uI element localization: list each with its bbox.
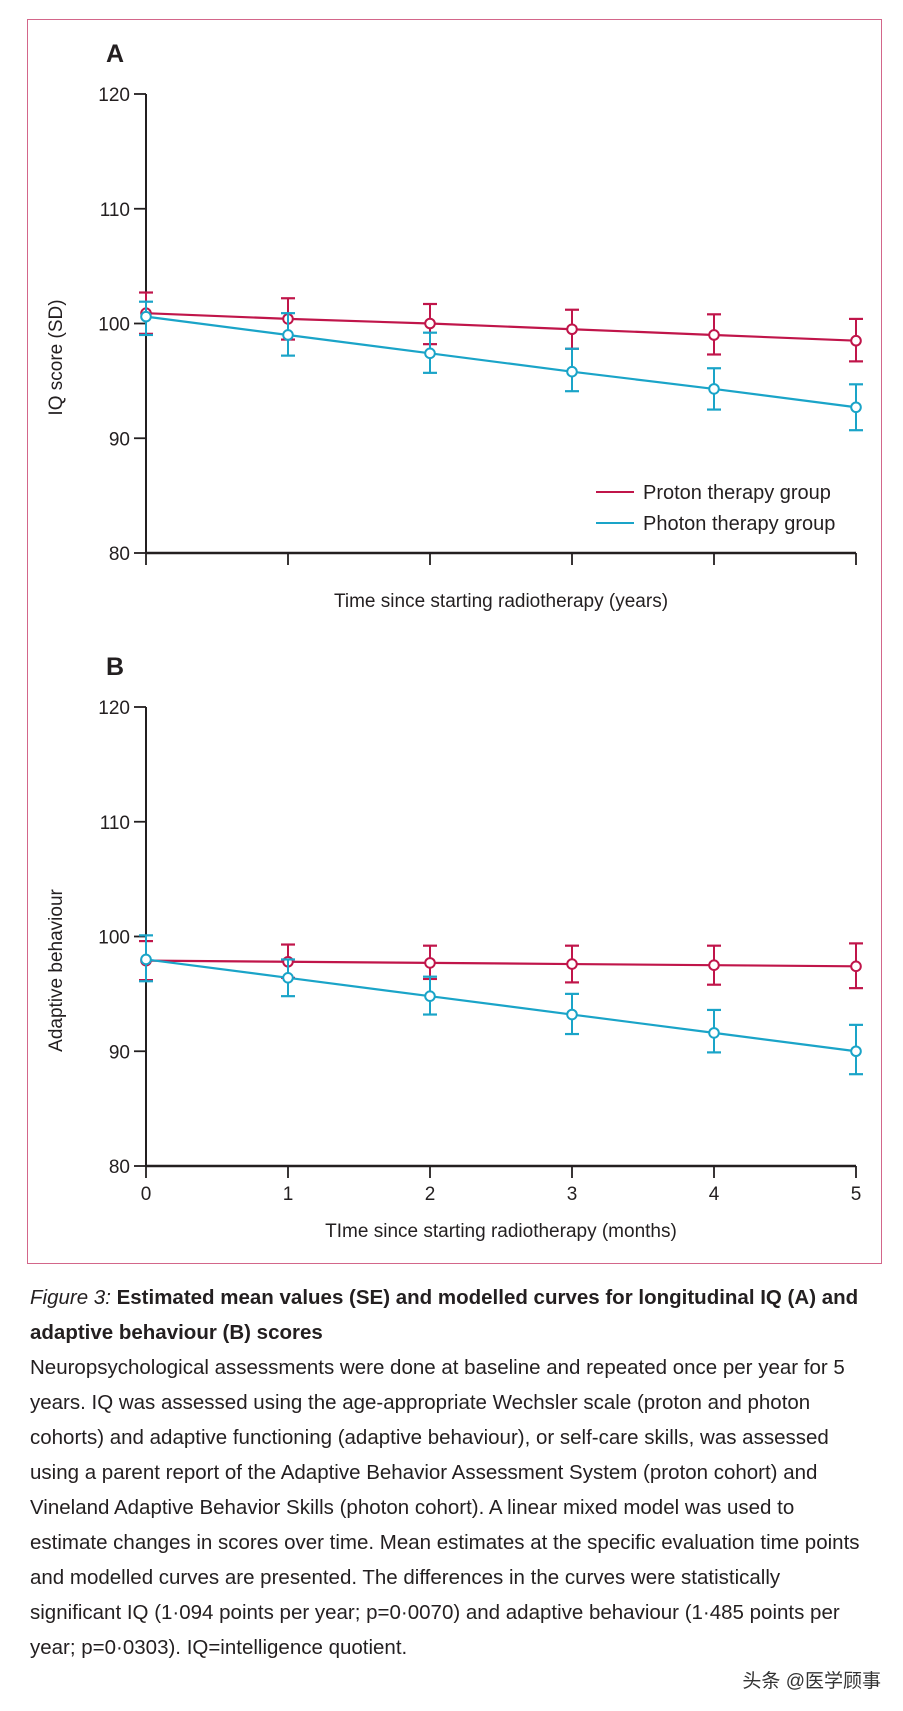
x-tick-label: 1 xyxy=(283,1184,294,1205)
x-axis-title: Time since starting radiotherapy (years) xyxy=(334,591,668,612)
data-point xyxy=(566,365,578,378)
data-point xyxy=(282,972,294,984)
data-point xyxy=(424,957,436,969)
series-line xyxy=(145,958,857,1053)
caption-title-text: Estimated mean values (SE) and modelled … xyxy=(30,1286,859,1344)
y-tick-label: 80 xyxy=(109,1157,130,1178)
panel-letter: A xyxy=(106,40,124,68)
data-point xyxy=(850,401,862,414)
y-tick-label: 100 xyxy=(98,315,130,336)
series-line xyxy=(145,312,857,342)
series-proton xyxy=(139,939,863,990)
data-point xyxy=(282,329,294,341)
data-point xyxy=(424,990,436,1002)
x-tick-label: 3 xyxy=(567,1184,578,1205)
x-tick-label: 0 xyxy=(141,1184,152,1205)
legend: Proton therapy group Photon therapy group xyxy=(596,482,835,535)
data-point xyxy=(140,310,152,323)
data-point xyxy=(424,347,436,360)
y-tick-label: 110 xyxy=(100,813,130,834)
y-tick-label: 120 xyxy=(98,85,130,106)
data-point xyxy=(708,383,720,395)
data-point xyxy=(566,323,578,336)
legend-label: Proton therapy group xyxy=(643,482,831,504)
series-line xyxy=(145,959,857,968)
data-point xyxy=(850,1045,862,1058)
data-point xyxy=(566,958,578,970)
data-point xyxy=(566,1008,578,1021)
data-point xyxy=(708,1027,720,1039)
legend-label: Photon therapy group xyxy=(643,513,835,535)
watermark: 头条 @医学顾事 xyxy=(742,1671,881,1692)
figure-frame xyxy=(27,19,882,1264)
x-tick-label: 5 xyxy=(851,1184,862,1205)
chart-panel-b: B 80 90 100 110 120 0 1 2 3 4 5 TIme since starting … xyxy=(46,653,863,1242)
figure-caption: Figure 3: Estimated mean values (SE) and… xyxy=(30,1280,875,1665)
y-axis-title: Adaptive behaviour xyxy=(46,888,67,1051)
series-photon xyxy=(139,300,863,432)
data-point xyxy=(850,960,862,973)
data-point xyxy=(708,959,720,971)
y-axis-title: IQ score (SD) xyxy=(46,299,67,415)
data-point xyxy=(850,334,862,347)
x-tick-label: 4 xyxy=(709,1184,720,1205)
x-tick-label: 2 xyxy=(425,1184,436,1205)
y-tick-label: 90 xyxy=(109,1042,130,1063)
chart-panel-a: A 80 90 100 110 120 Time since starting radiot… xyxy=(46,40,863,612)
y-tick-label: 110 xyxy=(100,200,130,221)
y-tick-label: 100 xyxy=(98,928,130,949)
panel-letter: B xyxy=(106,653,124,681)
series-photon xyxy=(139,934,863,1076)
caption-figure-label: Figure 3: xyxy=(30,1286,111,1309)
y-tick-label: 80 xyxy=(109,544,130,565)
data-point xyxy=(140,953,152,966)
caption-body: Neuropsychological assessments were done… xyxy=(30,1356,860,1659)
data-point xyxy=(424,317,436,330)
y-tick-label: 90 xyxy=(109,429,130,450)
caption-title: Figure 3: Estimated mean values (SE) and… xyxy=(30,1280,875,1350)
data-point xyxy=(708,329,720,341)
x-axis-title: TIme since starting radiotherapy (months… xyxy=(325,1221,677,1242)
series-proton xyxy=(139,291,863,363)
y-tick-label: 120 xyxy=(98,698,130,719)
series-line xyxy=(145,315,857,409)
